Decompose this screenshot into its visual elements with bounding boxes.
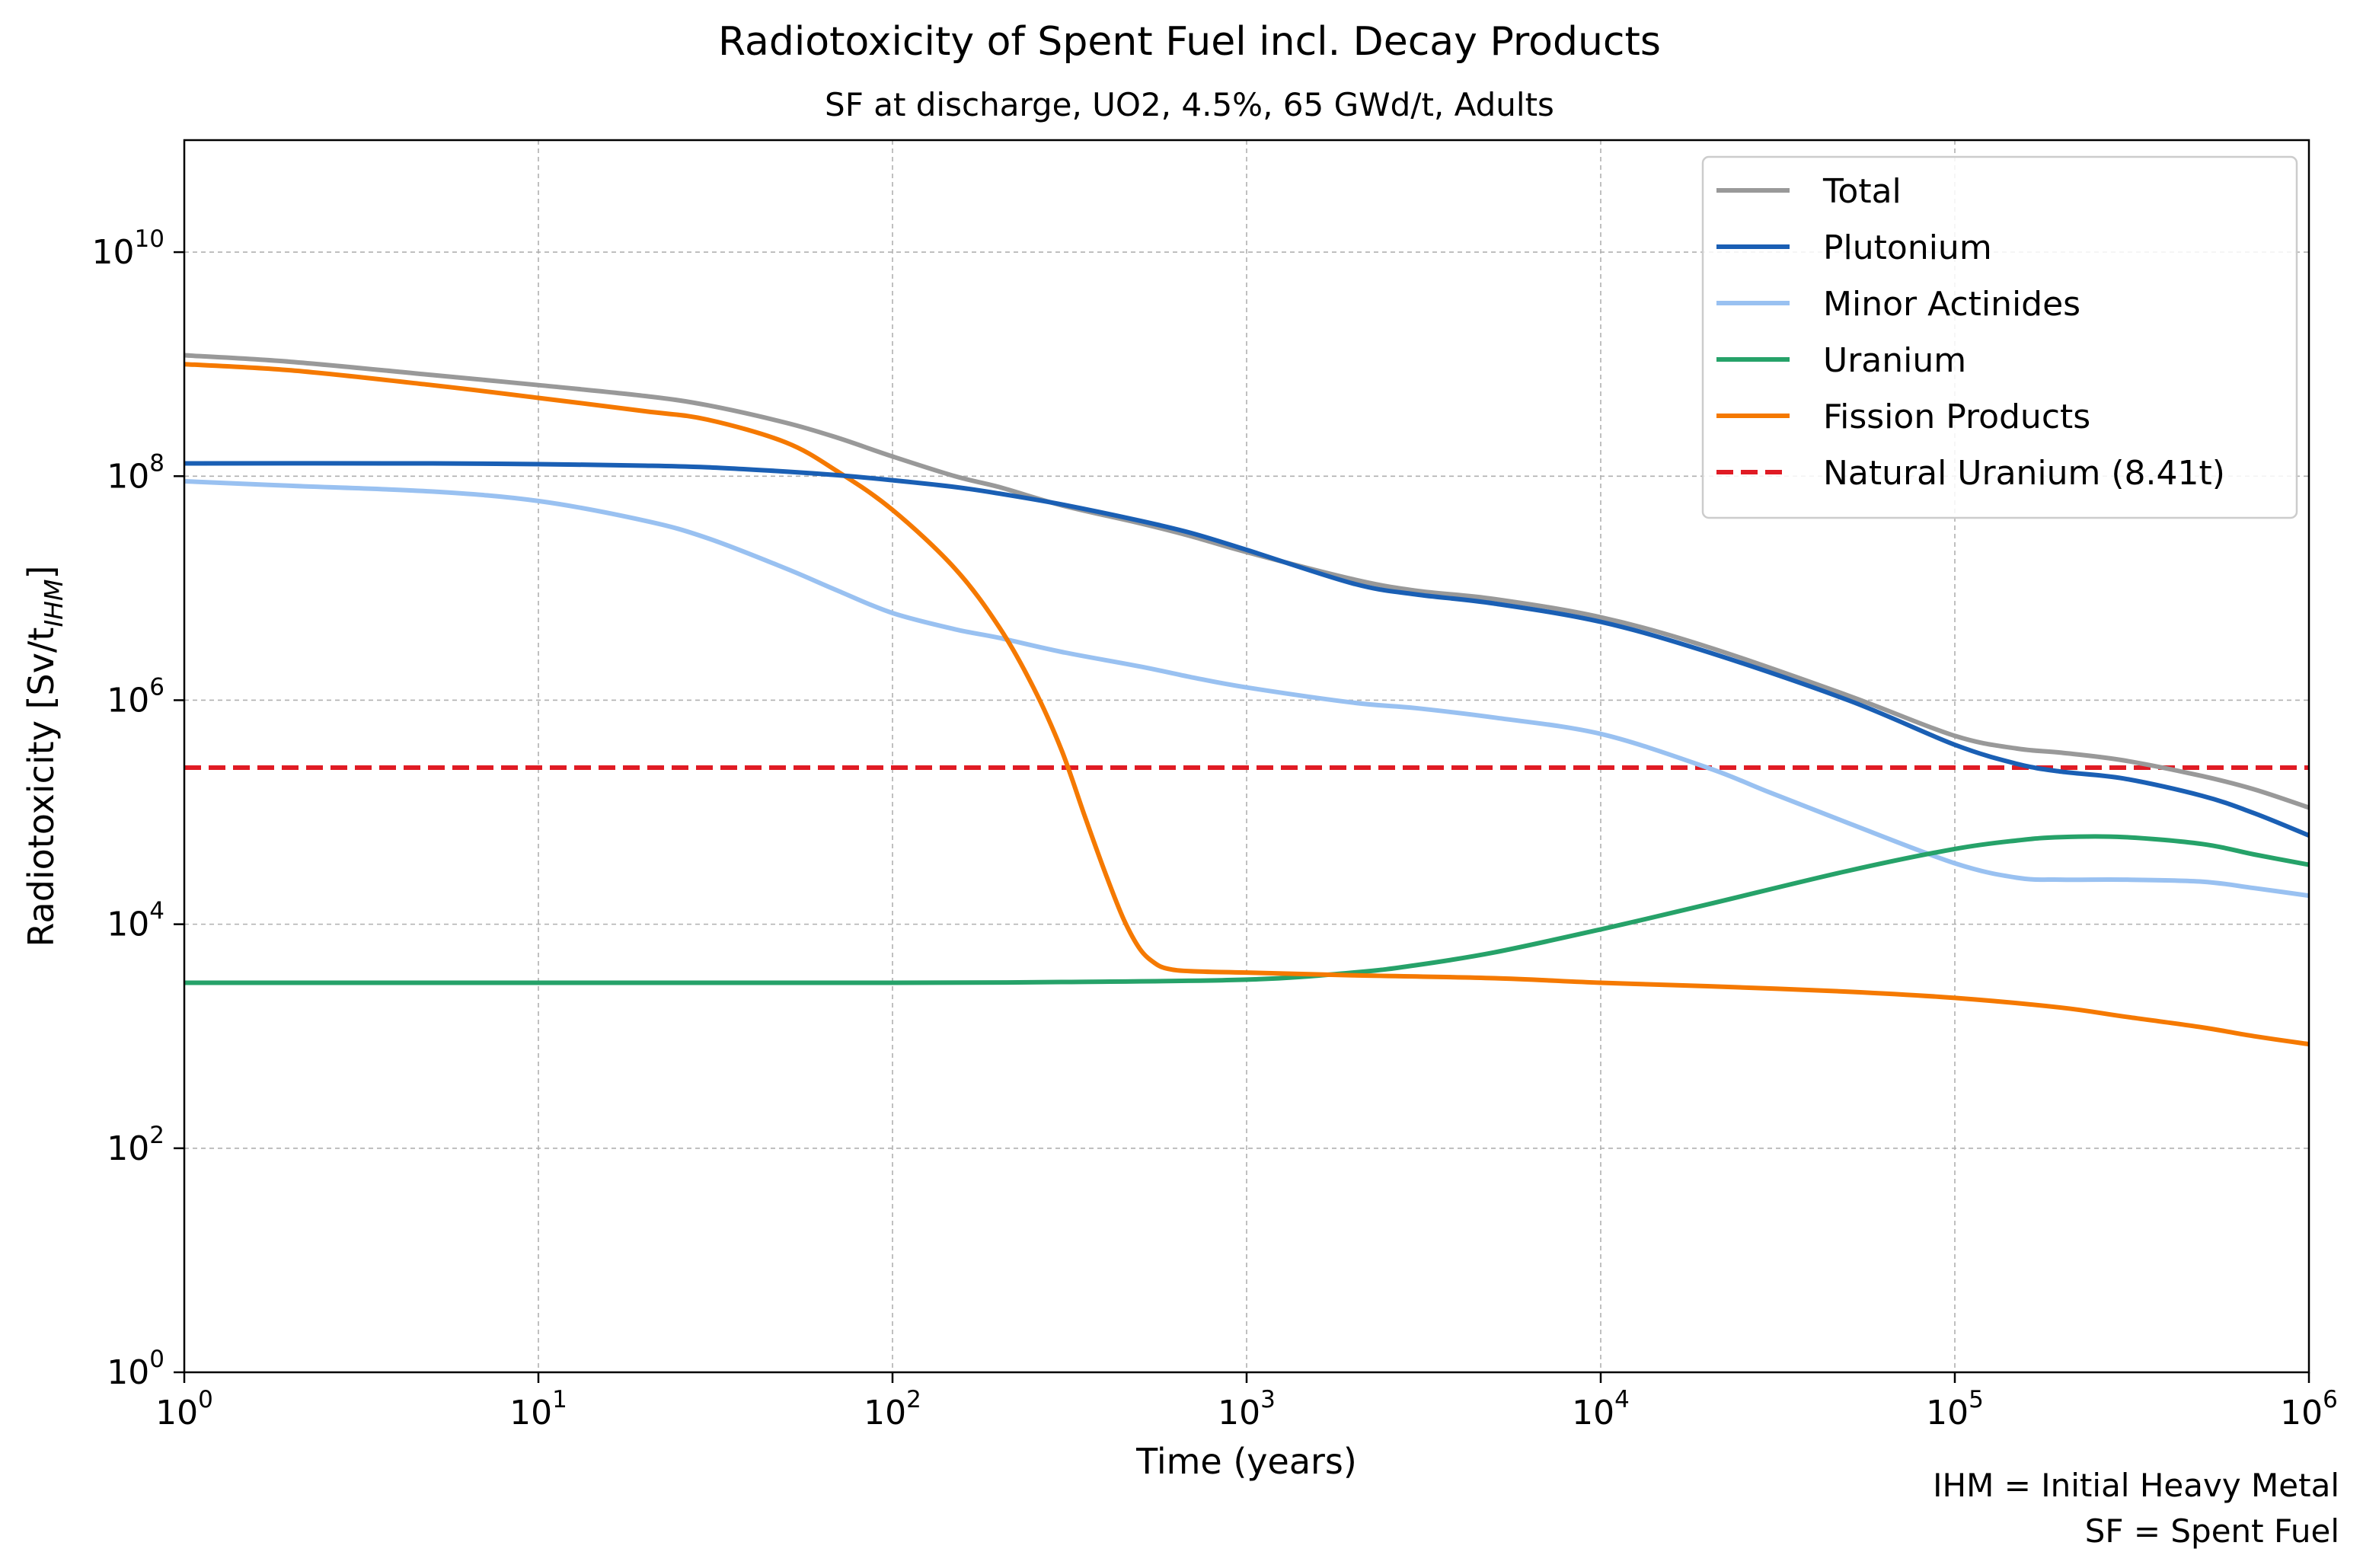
y-axis-label-close: ] [21,566,62,580]
legend-label: Fission Products [1823,398,2090,436]
legend-label: Minor Actinides [1823,285,2080,324]
series-line-total [184,353,2309,810]
y-tick-label: 102 [107,1122,164,1168]
x-tick-label: 106 [2280,1386,2338,1432]
footnote-line-1: IHM = Initial Heavy Metal [1933,1467,2339,1504]
y-tick-label: 1010 [92,225,164,272]
legend-box [1701,155,2298,519]
chart-subtitle: SF at discharge, UO2, 4.5%, 65 GWd/t, Ad… [825,86,1554,123]
legend-label: Total [1822,172,1902,211]
y-axis-label: Radiotoxicity [Sv/tIHM] [21,566,69,947]
x-tick-label: 102 [864,1386,921,1432]
grid [184,140,2310,1373]
x-axis-ticks: 100 101 102 103 104 105 106 [155,1372,2338,1432]
x-tick-label: 100 [155,1386,213,1432]
y-tick-label: 100 [107,1346,164,1392]
x-tick-label: 105 [1926,1386,1984,1432]
y-tick-label: 104 [107,898,164,944]
series-line-plutonium [184,461,2309,838]
x-tick-label: 103 [1218,1386,1276,1432]
x-axis-label: Time (years) [1135,1441,1357,1482]
y-axis-label-subscript: IHM [39,580,69,628]
y-axis-ticks: 100 102 104 106 108 1010 [92,225,184,1392]
legend: Total Plutonium Minor Actinides Uranium Fiss… [1701,155,2298,519]
series-lines [184,353,2309,1047]
x-tick-label: 101 [509,1386,567,1432]
y-tick-label: 106 [107,673,164,720]
legend-label: Plutonium [1823,228,1992,267]
legend-label: Uranium [1823,341,1966,380]
series-line-uranium [184,834,2309,985]
series-line-fission-products [184,362,2309,1047]
chart-title: Radiotoxicity of Spent Fuel incl. Decay … [718,19,1661,65]
y-axis-label-main: Radiotoxicity [Sv/t [21,628,62,947]
y-tick-label: 108 [107,449,164,496]
series-line-minor-actinides [184,479,2309,899]
legend-label: Natural Uranium (8.41t) [1823,454,2225,493]
footnote-line-2: SF = Spent Fuel [2085,1512,2339,1550]
x-tick-label: 104 [1572,1386,1630,1432]
